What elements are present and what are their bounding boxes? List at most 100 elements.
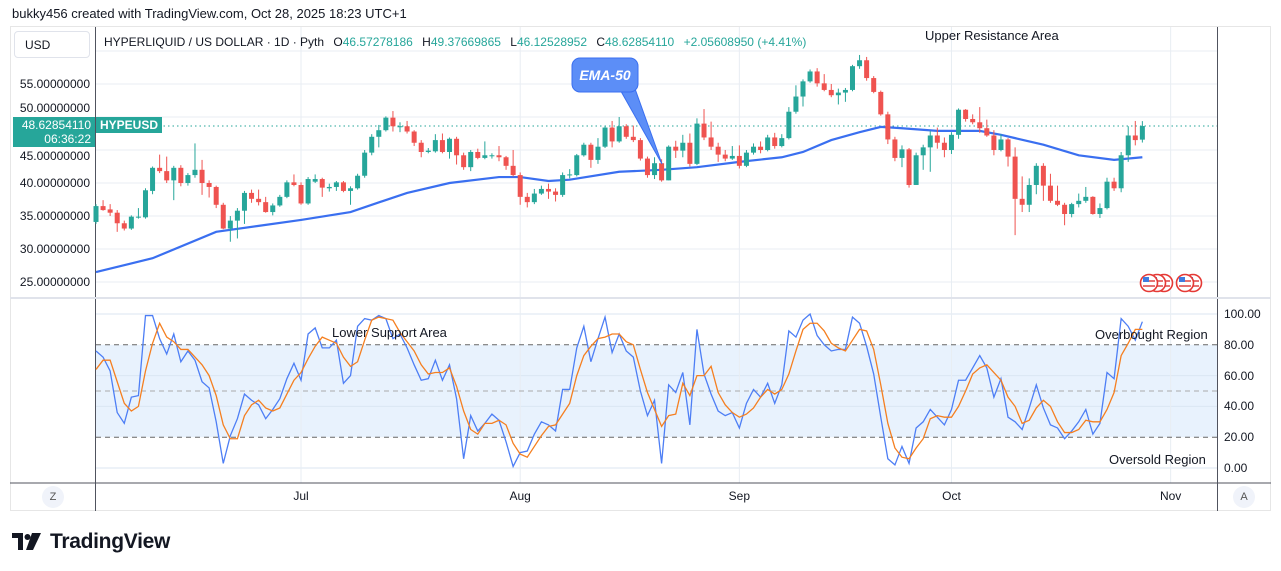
candle-body xyxy=(404,126,410,132)
candle-body xyxy=(340,182,346,191)
legend-close: 48.62854110 xyxy=(605,35,675,49)
candle-body xyxy=(390,117,396,127)
candle-body xyxy=(107,209,113,213)
candle-body xyxy=(249,192,255,199)
candle-body xyxy=(517,175,523,197)
candle-body xyxy=(998,139,1004,150)
legend-close-label: C xyxy=(596,35,606,49)
candle-body xyxy=(192,169,198,176)
candle-body xyxy=(948,134,954,150)
bar-countdown: 06:36:22 xyxy=(44,132,91,146)
candle-body xyxy=(892,139,898,158)
candle-body xyxy=(178,167,184,183)
candle-body xyxy=(849,66,855,90)
candle-body xyxy=(411,131,417,143)
ema-callout-label[interactable]: EMA-50 xyxy=(579,67,631,83)
candle-body xyxy=(1083,196,1089,201)
legend-high-label: H xyxy=(422,35,431,49)
candle-body xyxy=(397,126,403,128)
candle-body xyxy=(333,182,339,187)
currency-button[interactable]: USD xyxy=(14,31,90,58)
candle-body xyxy=(807,71,813,82)
candle-body xyxy=(644,158,650,176)
candle-body xyxy=(736,155,742,166)
candle-body xyxy=(637,140,643,159)
candle-body xyxy=(857,60,863,67)
candle-body xyxy=(885,114,891,140)
candle-body xyxy=(142,190,148,218)
candle-body xyxy=(800,81,806,97)
candle-body xyxy=(934,135,940,143)
candle-body xyxy=(630,136,636,141)
candle-body xyxy=(751,146,757,153)
oscillator-tick-label: 100.00 xyxy=(1224,307,1261,321)
candle-body xyxy=(545,188,551,192)
us-flag-event-icon[interactable] xyxy=(1175,273,1195,293)
candle-body xyxy=(871,78,877,92)
candle-body xyxy=(489,155,495,157)
candle-body xyxy=(503,157,509,166)
candle-body xyxy=(786,111,792,139)
legend-open-label: O xyxy=(333,35,343,49)
legend-low: 46.12528952 xyxy=(516,35,588,49)
chart-credit: bukky456 created with TradingView.com, O… xyxy=(12,6,407,21)
candle-body xyxy=(383,117,389,131)
candle-body xyxy=(1005,139,1011,157)
candle-body xyxy=(1139,126,1145,140)
candle-body xyxy=(970,118,976,123)
candle-body xyxy=(701,123,707,138)
candle-body xyxy=(956,109,962,135)
stoch-d-line xyxy=(95,316,1143,460)
candle-body xyxy=(1019,198,1025,205)
upper-resistance-annotation[interactable]: Upper Resistance Area xyxy=(925,28,1059,43)
tradingview-logo-icon xyxy=(12,533,41,550)
candle-body xyxy=(1012,156,1018,199)
candle-body xyxy=(927,135,933,148)
auto-scale-left-button[interactable]: Z xyxy=(42,486,64,508)
ema-50-line xyxy=(95,125,1143,274)
candle-body xyxy=(680,142,686,151)
candle-body xyxy=(135,216,141,218)
candle-body xyxy=(963,109,969,119)
overbought-annotation[interactable]: Overbought Region xyxy=(1095,327,1208,342)
candle-body xyxy=(93,206,99,222)
candle-body xyxy=(206,183,212,187)
time-tick-label: Aug xyxy=(509,489,531,503)
legend-open: 46.57278186 xyxy=(342,35,413,49)
candle-body xyxy=(305,179,311,204)
candle-body xyxy=(439,140,445,152)
candle-body xyxy=(814,71,820,84)
candle-body xyxy=(475,151,481,158)
lower-support-annotation[interactable]: Lower Support Area xyxy=(332,325,447,340)
oversold-annotation[interactable]: Oversold Region xyxy=(1109,452,1206,467)
time-tick-label: Oct xyxy=(942,489,961,503)
candle-body xyxy=(496,155,502,158)
us-flag-event-icon[interactable] xyxy=(1139,273,1159,293)
candle-body xyxy=(687,142,693,164)
candle-body xyxy=(821,83,827,90)
candle-body xyxy=(213,186,219,205)
legend-title[interactable]: HYPERLIQUID / US DOLLAR · 1D · Pyth xyxy=(104,35,325,49)
candle-body xyxy=(560,175,566,195)
candle-body xyxy=(418,142,424,152)
auto-scale-right-button[interactable]: A xyxy=(1233,486,1255,508)
symbol-price-tag: HYPEUSD xyxy=(96,117,163,133)
candle-body xyxy=(588,144,594,160)
candle-body xyxy=(977,122,983,129)
candle-body xyxy=(425,150,431,152)
candle-body xyxy=(758,146,764,150)
candle-body xyxy=(708,137,714,147)
candle-body xyxy=(1040,165,1046,186)
candle-body xyxy=(234,210,240,221)
ema-callout-bubble xyxy=(571,57,639,93)
candle-body xyxy=(121,223,127,229)
candle-body xyxy=(482,155,488,158)
candle-body xyxy=(941,142,947,150)
candle-body xyxy=(673,146,679,151)
candle-body xyxy=(878,91,884,115)
candle-body xyxy=(842,89,848,93)
candle-body xyxy=(114,212,120,224)
oscillator-tick-label: 60.00 xyxy=(1224,368,1255,383)
time-tick-label: Nov xyxy=(1159,489,1182,503)
